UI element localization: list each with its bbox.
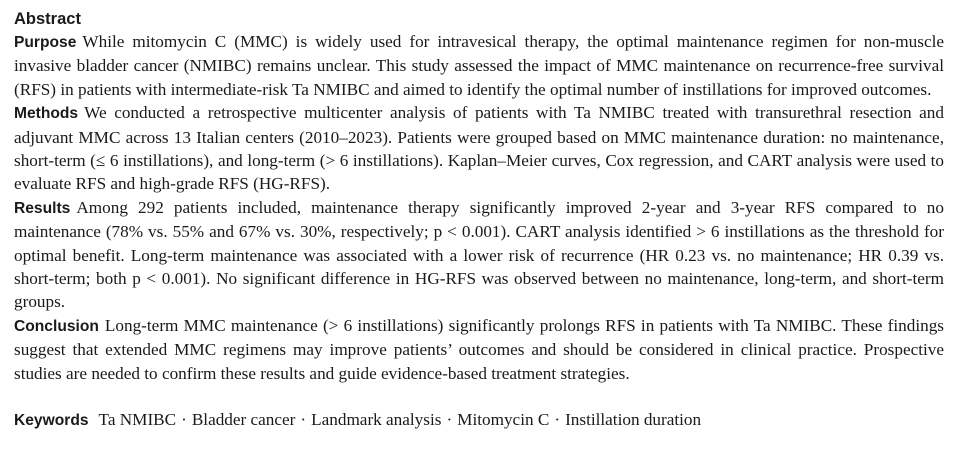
keyword-item: Mitomycin C bbox=[457, 410, 550, 430]
results-label: Results bbox=[14, 199, 71, 217]
conclusion-section: Conclusion Long-term MMC maintenance (> 6… bbox=[14, 314, 944, 385]
keyword-separator: · bbox=[181, 410, 187, 430]
purpose-label: Purpose bbox=[14, 34, 77, 51]
keyword-item: Bladder cancer bbox=[191, 410, 296, 430]
purpose-section: Purpose While mitomycin C (MMC) is widely… bbox=[14, 30, 944, 101]
results-section: Results Among 292 patients included, main… bbox=[14, 196, 944, 314]
keyword-separator: · bbox=[554, 410, 561, 430]
methods-section: Methods We conducted a retrospective mult… bbox=[14, 101, 944, 196]
keywords-line: Keywords Ta NMIBC · Bladder cancer · Landmar… bbox=[14, 408, 944, 432]
abstract-heading: Abstract bbox=[14, 10, 81, 28]
conclusion-label: Conclusion bbox=[14, 317, 99, 335]
results-text: Among 292 patients included, maintenance… bbox=[14, 197, 944, 312]
keyword-separator: · bbox=[446, 410, 453, 430]
keyword-item: Landmark analysis bbox=[311, 410, 442, 430]
conclusion-text: Long-term MMC maintenance (> 6 instillat… bbox=[14, 315, 944, 383]
keywords-label: Keywords bbox=[14, 412, 89, 430]
keyword-item: Instillation duration bbox=[565, 410, 702, 430]
purpose-text: While mitomycin C (MMC) is widely used f… bbox=[14, 32, 944, 99]
abstract-block: Abstract Purpose While mitomycin C (MMC) … bbox=[14, 8, 944, 433]
methods-label: Methods bbox=[14, 105, 79, 123]
methods-text: We conducted a retrospective multicenter… bbox=[14, 103, 944, 194]
keyword-item: Ta NMIBC bbox=[98, 410, 177, 430]
keyword-separator: · bbox=[300, 410, 307, 430]
